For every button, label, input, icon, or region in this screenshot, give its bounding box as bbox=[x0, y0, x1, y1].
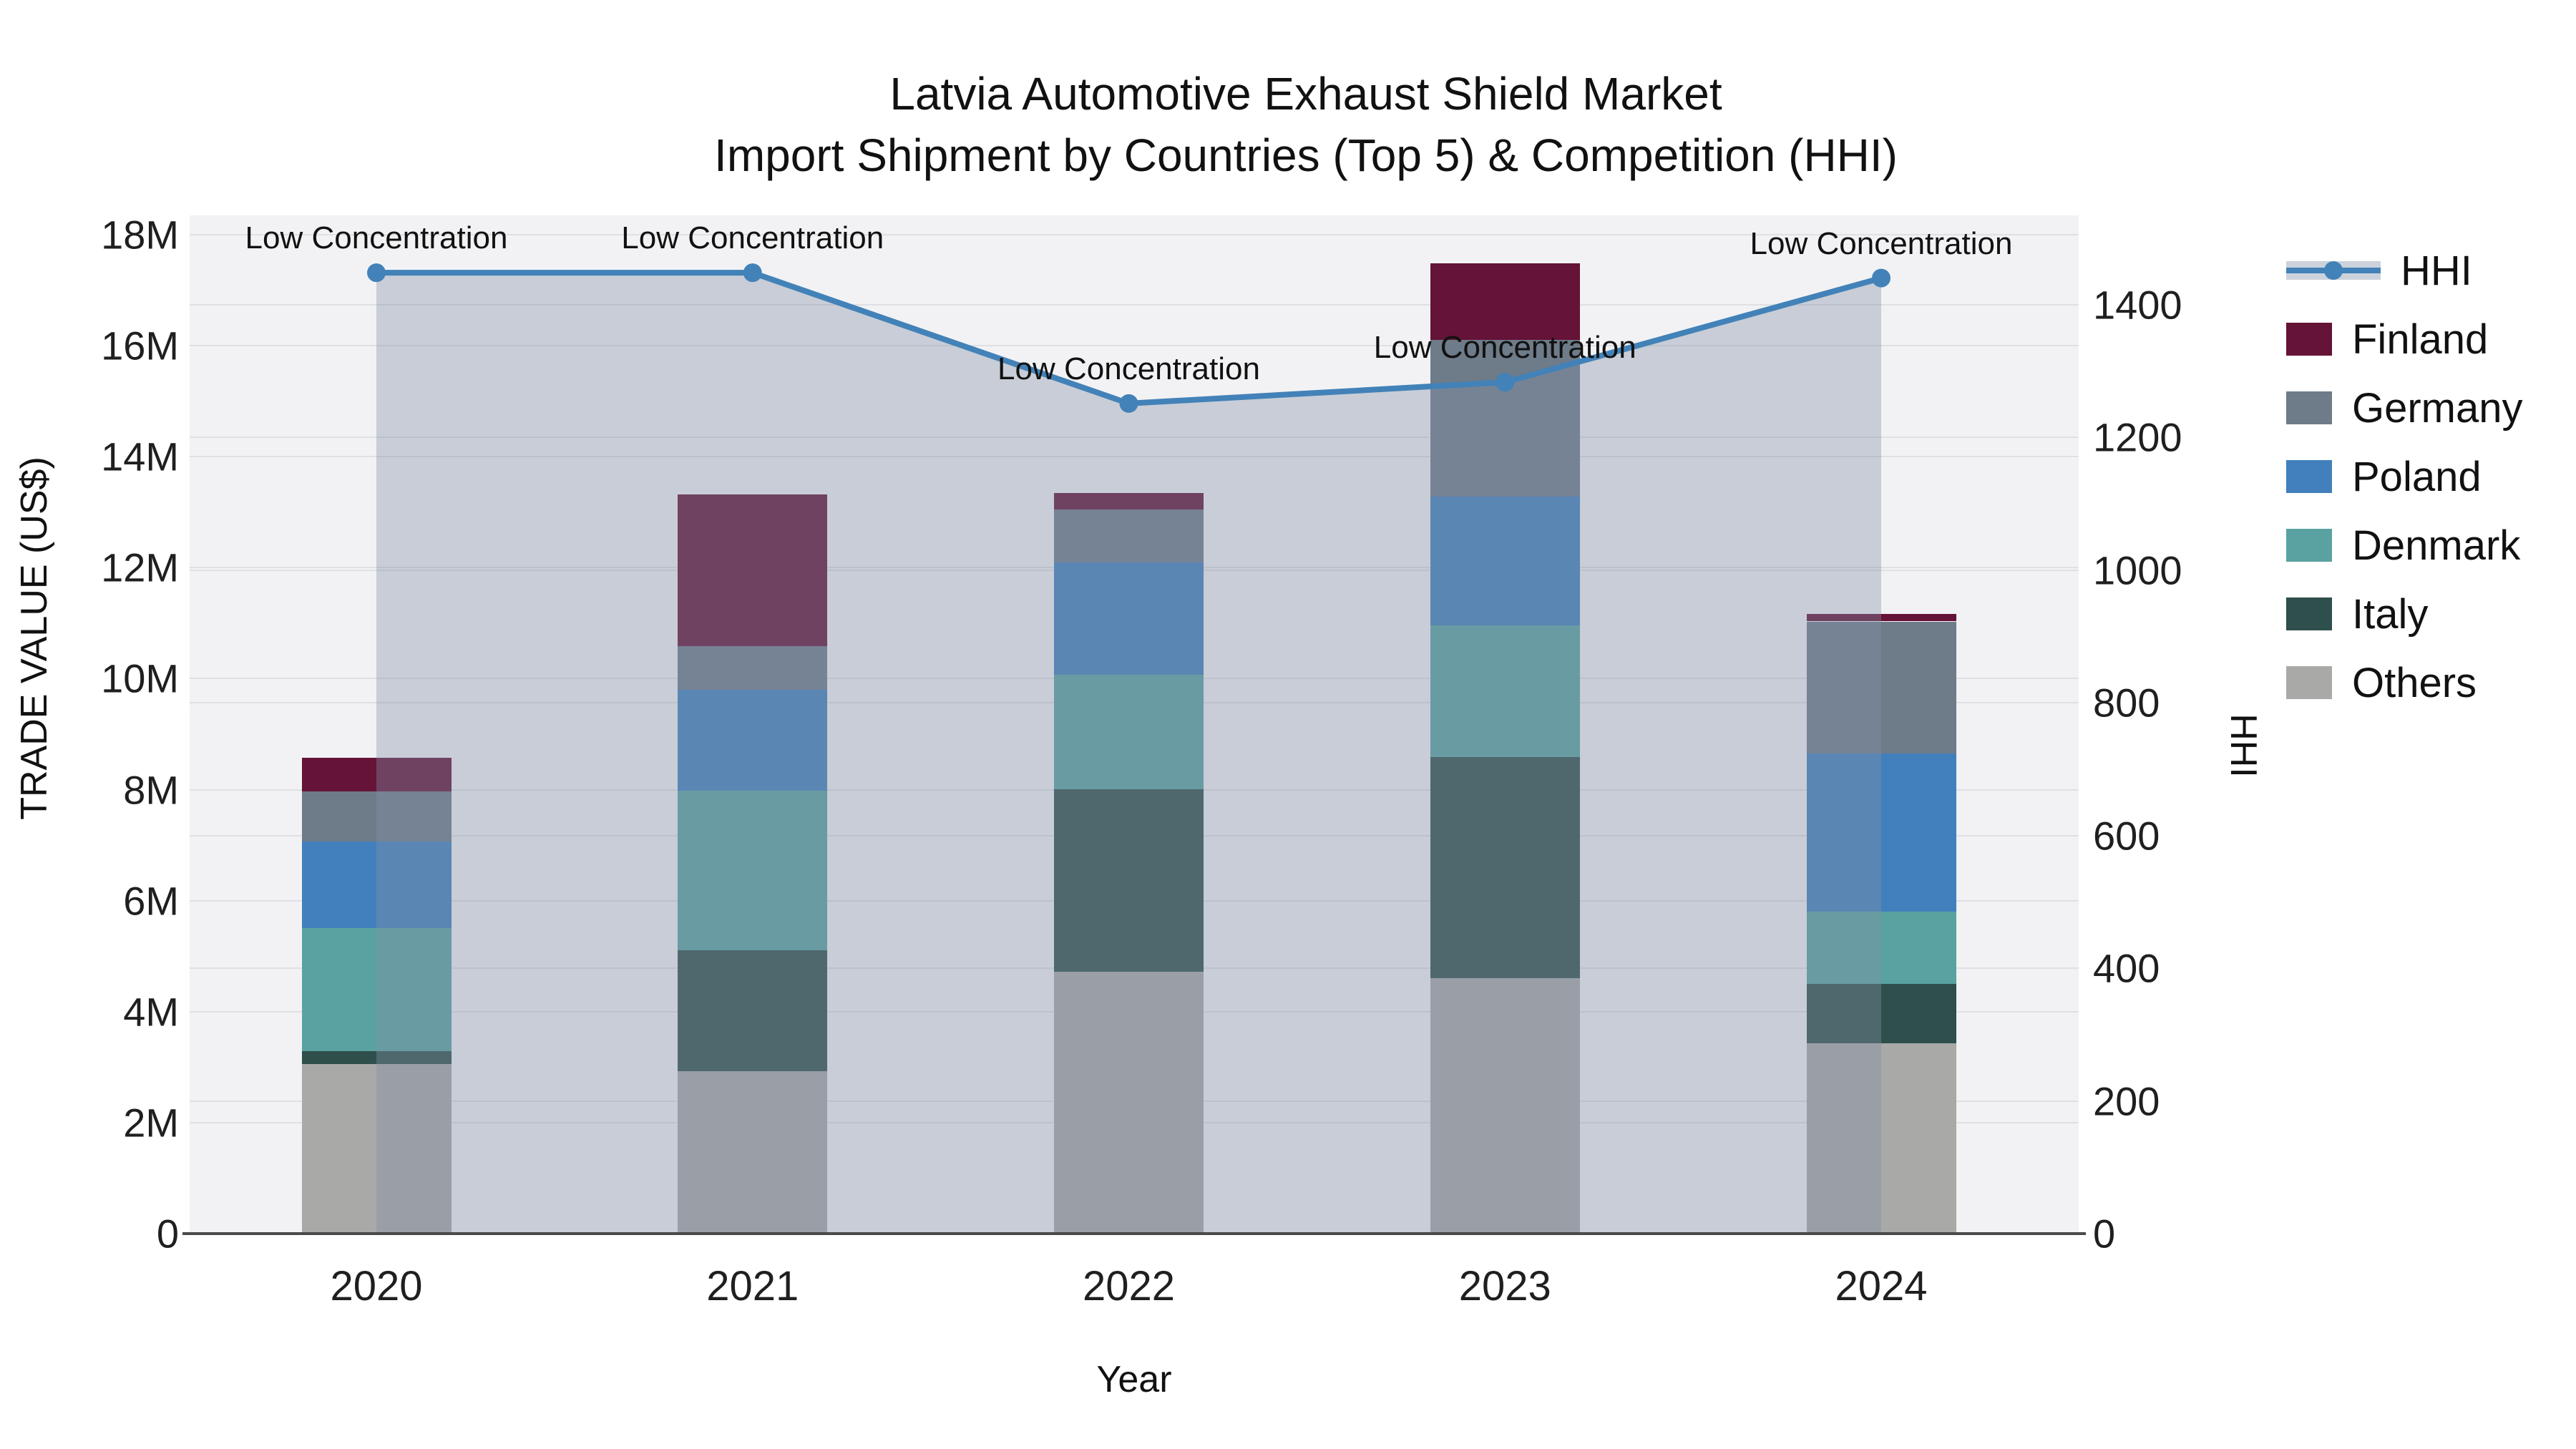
bar-segment-2022-germany[interactable] bbox=[1054, 509, 1204, 562]
chart-title-line1: Latvia Automotive Exhaust Shield Market bbox=[889, 68, 1722, 119]
legend-label-poland: Poland bbox=[2352, 453, 2482, 500]
y-left-tick-18M: 18M bbox=[101, 212, 179, 258]
legend-item-denmark[interactable]: Denmark bbox=[2286, 511, 2523, 580]
bar-segment-2021-denmark[interactable] bbox=[678, 791, 828, 951]
bar-segment-2020-finland[interactable] bbox=[301, 757, 452, 791]
legend-label-finland: Finland bbox=[2352, 316, 2489, 363]
legend-swatch-germany bbox=[2286, 391, 2332, 424]
annotation-low-concentration-2020: Low Concentration bbox=[245, 220, 508, 256]
legend-label-italy: Italy bbox=[2352, 590, 2429, 638]
gridline-trade-14M bbox=[190, 456, 2079, 458]
annotation-low-concentration-2021: Low Concentration bbox=[621, 220, 884, 256]
x-axis-line bbox=[182, 1232, 2086, 1235]
y-left-tick-14M: 14M bbox=[101, 434, 179, 479]
y-left-tick-0: 0 bbox=[156, 1211, 179, 1257]
gridline-hhi-1200 bbox=[190, 436, 2079, 439]
bar-segment-2020-denmark[interactable] bbox=[301, 927, 452, 1051]
hhi-marker-2023[interactable] bbox=[1496, 373, 1515, 392]
bar-segment-2024-italy[interactable] bbox=[1806, 983, 1956, 1043]
x-tick-2021: 2021 bbox=[706, 1263, 799, 1309]
bar-segment-2022-denmark[interactable] bbox=[1054, 674, 1204, 789]
legend-line-icon bbox=[2286, 261, 2381, 280]
y-right-tick-600: 600 bbox=[2093, 813, 2160, 859]
bar-segment-2021-others[interactable] bbox=[678, 1070, 828, 1234]
legend-swatch-italy bbox=[2286, 597, 2332, 630]
chart-title: Latvia Automotive Exhaust Shield Market … bbox=[714, 63, 1898, 186]
bar-segment-2021-poland[interactable] bbox=[678, 689, 828, 791]
y-right-tick-1400: 1400 bbox=[2093, 282, 2182, 328]
y-right-tick-1000: 1000 bbox=[2093, 547, 2182, 593]
y-right-tick-1200: 1200 bbox=[2093, 414, 2182, 460]
legend-line-marker bbox=[2324, 261, 2343, 280]
gridline-trade-18M bbox=[190, 233, 2079, 235]
bar-segment-2020-italy[interactable] bbox=[301, 1050, 452, 1064]
bar-segment-2023-others[interactable] bbox=[1430, 978, 1580, 1234]
gridline-hhi-1400 bbox=[190, 303, 2079, 306]
gridline-trade-16M bbox=[190, 345, 2079, 347]
y-right-tick-400: 400 bbox=[2093, 945, 2160, 991]
bar-segment-2022-italy[interactable] bbox=[1054, 789, 1204, 972]
bar-segment-2024-finland[interactable] bbox=[1806, 613, 1956, 622]
legend-swatch-poland bbox=[2286, 460, 2332, 493]
legend-item-poland[interactable]: Poland bbox=[2286, 442, 2523, 511]
legend-item-others[interactable]: Others bbox=[2286, 648, 2523, 717]
bar-segment-2021-finland[interactable] bbox=[678, 494, 828, 647]
x-tick-2022: 2022 bbox=[1082, 1263, 1176, 1309]
x-tick-2024: 2024 bbox=[1835, 1263, 1928, 1309]
hhi-marker-2022[interactable] bbox=[1119, 394, 1138, 413]
y-left-tick-8M: 8M bbox=[123, 767, 179, 813]
y-axis-right-title: HHI bbox=[2223, 713, 2264, 778]
bar-segment-2023-denmark[interactable] bbox=[1430, 625, 1580, 757]
x-tick-2020: 2020 bbox=[330, 1263, 423, 1309]
bar-segment-2024-others[interactable] bbox=[1806, 1043, 1956, 1234]
chart-title-line2: Import Shipment by Countries (Top 5) & C… bbox=[714, 130, 1898, 181]
y-left-tick-2M: 2M bbox=[123, 1100, 179, 1146]
legend-item-hhi[interactable]: HHI bbox=[2286, 236, 2523, 305]
bar-segment-2022-poland[interactable] bbox=[1054, 562, 1204, 675]
legend-swatch-finland bbox=[2286, 323, 2332, 356]
y-left-tick-10M: 10M bbox=[101, 655, 179, 701]
legend-label-others: Others bbox=[2352, 659, 2477, 706]
hhi-marker-2024[interactable] bbox=[1872, 268, 1890, 288]
annotation-low-concentration-2024: Low Concentration bbox=[1750, 225, 2013, 261]
bar-segment-2024-germany[interactable] bbox=[1806, 621, 1956, 754]
y-left-tick-12M: 12M bbox=[101, 545, 179, 590]
annotation-low-concentration-2023: Low Concentration bbox=[1373, 330, 1636, 366]
bar-segment-2021-germany[interactable] bbox=[678, 646, 828, 690]
y-right-tick-0: 0 bbox=[2093, 1211, 2116, 1257]
bar-segment-2024-denmark[interactable] bbox=[1806, 912, 1956, 984]
y-right-tick-800: 800 bbox=[2093, 680, 2160, 726]
y-left-tick-4M: 4M bbox=[123, 989, 179, 1035]
y-right-tick-200: 200 bbox=[2093, 1078, 2160, 1124]
y-left-tick-6M: 6M bbox=[123, 878, 179, 924]
hhi-marker-2021[interactable] bbox=[743, 263, 762, 283]
legend-item-italy[interactable]: Italy bbox=[2286, 580, 2523, 648]
x-axis-title: Year bbox=[1096, 1359, 1172, 1400]
x-tick-2023: 2023 bbox=[1458, 1263, 1551, 1309]
y-left-tick-16M: 16M bbox=[101, 323, 179, 369]
bar-segment-2022-finland[interactable] bbox=[1054, 492, 1204, 509]
bar-segment-2023-poland[interactable] bbox=[1430, 497, 1580, 625]
bar-segment-2024-poland[interactable] bbox=[1806, 753, 1956, 912]
bar-segment-2023-finland[interactable] bbox=[1430, 263, 1580, 340]
bar-segment-2020-poland[interactable] bbox=[301, 841, 452, 928]
bar-segment-2023-italy[interactable] bbox=[1430, 756, 1580, 979]
legend-item-germany[interactable]: Germany bbox=[2286, 374, 2523, 442]
annotation-low-concentration-2022: Low Concentration bbox=[997, 351, 1260, 386]
legend-item-finland[interactable]: Finland bbox=[2286, 305, 2523, 374]
legend-label-hhi: HHI bbox=[2401, 247, 2472, 294]
bar-segment-2020-others[interactable] bbox=[301, 1063, 452, 1234]
bar-segment-2020-germany[interactable] bbox=[301, 791, 452, 841]
legend: HHI Finland Germany Poland Denmark Italy Other… bbox=[2286, 236, 2523, 717]
hhi-marker-2020[interactable] bbox=[367, 263, 386, 283]
bar-segment-2021-italy[interactable] bbox=[678, 950, 828, 1071]
legend-label-denmark: Denmark bbox=[2352, 522, 2521, 569]
bar-segment-2022-others[interactable] bbox=[1054, 971, 1204, 1234]
legend-swatch-denmark bbox=[2286, 529, 2332, 562]
legend-swatch-others bbox=[2286, 666, 2332, 699]
legend-label-germany: Germany bbox=[2352, 384, 2523, 431]
